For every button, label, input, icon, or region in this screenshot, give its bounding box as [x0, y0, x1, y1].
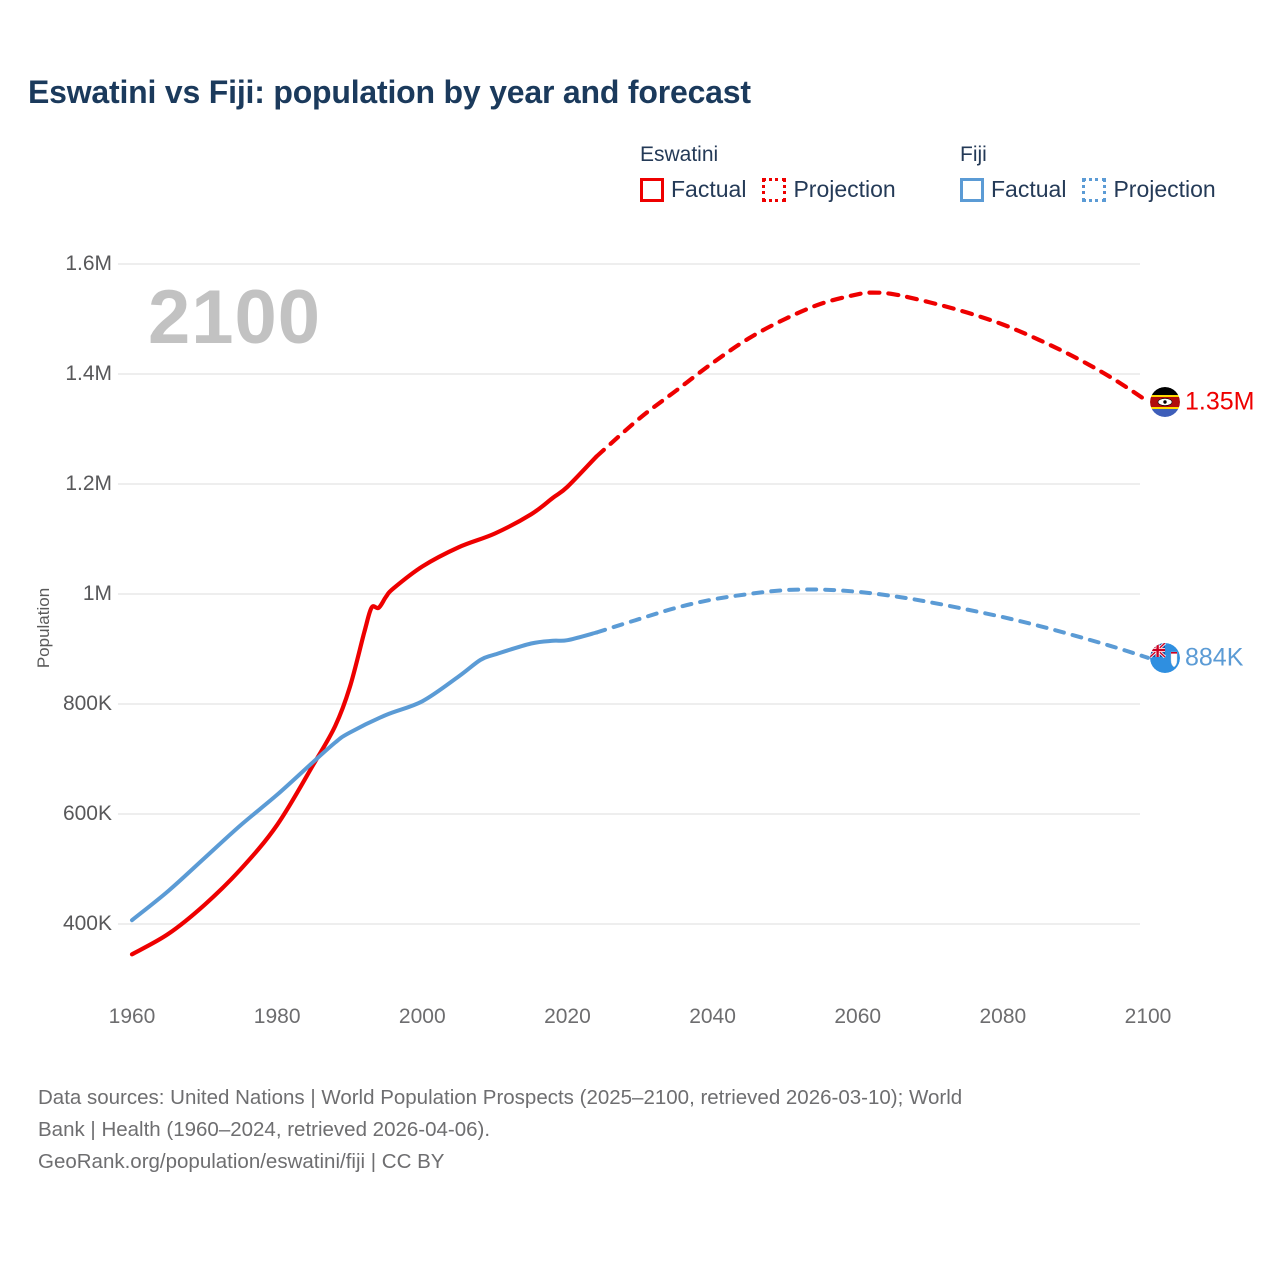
- legend-group-title-fiji: Fiji: [960, 143, 987, 166]
- x-axis-tick-label: 1960: [108, 1005, 156, 1028]
- x-axis-tick-label: 2040: [689, 1005, 736, 1028]
- x-axis-tick-label: 2100: [1124, 1005, 1172, 1028]
- y-axis-tick-label: 1.6M: [65, 252, 112, 275]
- y-axis-tick-label: 600K: [62, 802, 112, 825]
- legend-label-fiji-factual: Factual: [991, 176, 1067, 202]
- y-axis-tick-label: 1.2M: [65, 472, 112, 495]
- x-axis-tick-label: 2020: [544, 1005, 591, 1028]
- series-line-fiji-projection: [594, 587, 1150, 660]
- legend-item-eswatini-factual[interactable]: Factual: [640, 176, 746, 203]
- footer-line-2: Bank | Health (1960–2024, retrieved 2026…: [38, 1117, 491, 1141]
- legend-item-eswatini-projection[interactable]: Projection: [762, 176, 896, 203]
- fiji-endpoint-label: 884K: [1185, 643, 1244, 672]
- chart-gridlines: [118, 263, 1140, 925]
- legend-swatch-solid-icon: [960, 177, 984, 202]
- legend-label-eswatini-projection: Projection: [793, 176, 896, 202]
- y-axis-tick-label: 1M: [82, 582, 112, 605]
- x-axis-tick-label: 1980: [253, 1005, 301, 1028]
- legend-swatch-dotted-icon: [762, 177, 787, 202]
- y-axis-tick-label: 1.4M: [65, 362, 112, 385]
- eswatini-flag-icon: [1150, 386, 1180, 417]
- legend-swatch-solid-icon: [640, 177, 664, 202]
- legend-label-fiji-projection: Projection: [1113, 176, 1216, 202]
- legend-group-fiji: Fiji Factual Projection: [960, 143, 1216, 203]
- x-axis-tick-label: 2060: [834, 1005, 882, 1028]
- x-axis-tick-label: 2080: [979, 1005, 1027, 1028]
- legend-group-title-eswatini: Eswatini: [640, 143, 719, 166]
- legend-group-eswatini: Eswatini Factual Projection: [640, 143, 896, 203]
- eswatini-endpoint-label: 1.35M: [1185, 387, 1255, 415]
- footer-line-1: Data sources: United Nations | World Pop…: [38, 1086, 963, 1109]
- fiji-flag-icon: [1150, 642, 1180, 673]
- legend-swatch-dotted-icon: [1082, 177, 1107, 202]
- legend-item-fiji-factual[interactable]: Factual: [960, 176, 1066, 203]
- legend-label-eswatini-factual: Factual: [671, 176, 747, 202]
- legend-item-fiji-projection[interactable]: Projection: [1082, 176, 1216, 203]
- series-line-eswatini-projection: [594, 290, 1151, 459]
- series-line-eswatini-factual: [129, 454, 599, 957]
- y-axis-tick-label: 400K: [62, 912, 112, 935]
- chart-legend: Eswatini Factual Projection Fiji Factual: [640, 143, 1260, 223]
- y-axis-tick-label: 800K: [62, 692, 112, 715]
- footer-line-3[interactable]: GeoRank.org/population/eswatini/fiji | C…: [38, 1149, 445, 1173]
- footer-sources: Data sources: United Nations | World Pop…: [38, 1082, 1238, 1177]
- x-axis-tick-label: 2000: [398, 1005, 446, 1028]
- chart-series-layer: [129, 290, 1151, 957]
- series-line-fiji-factual: [130, 630, 599, 923]
- page-title: Eswatini vs Fiji: population by year and…: [28, 74, 751, 110]
- watermark-year: 2100: [148, 275, 322, 360]
